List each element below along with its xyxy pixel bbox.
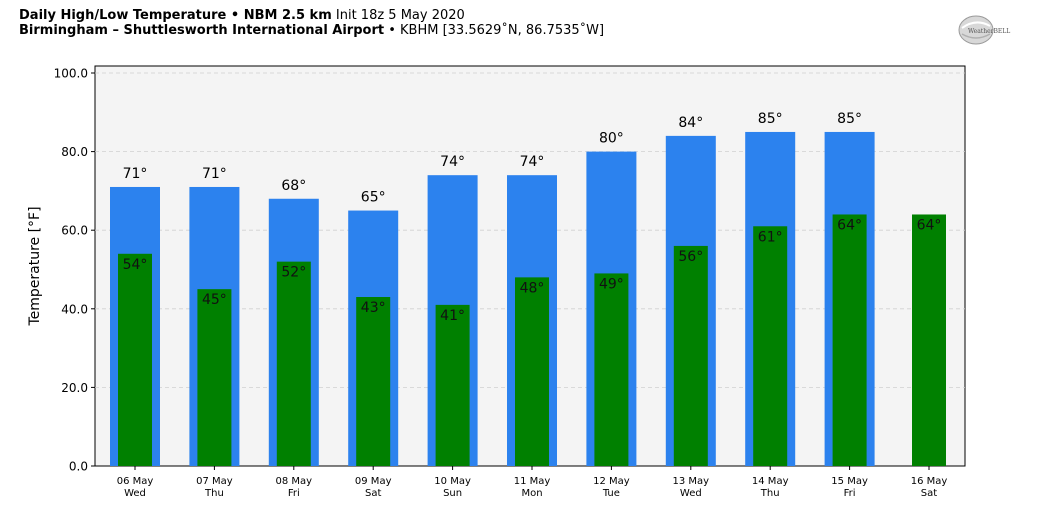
x-tick-label-date: 07 May [196, 476, 233, 487]
y-axis: 0.0 20.0 40.0 60.0 80.0 100.0 [54, 67, 95, 474]
low-bar [118, 253, 152, 466]
x-tick-label-weekday: Sun [443, 488, 462, 499]
y-tick-label: 40.0 [61, 302, 88, 316]
low-label: 43° [361, 300, 386, 316]
chart-title: Daily High/Low Temperature • NBM 2.5 km [19, 8, 332, 23]
x-tick-label-date: 12 May [593, 476, 630, 487]
low-label: 41° [440, 308, 465, 324]
low-bar [594, 273, 629, 466]
low-label: 52° [281, 265, 306, 281]
y-tick-label: 0.0 [69, 460, 88, 474]
low-bar [197, 289, 232, 466]
low-bars [118, 214, 946, 466]
init-time: Init 18z 5 May 2020 [331, 8, 465, 23]
low-bar [276, 261, 311, 466]
title-line: Daily High/Low Temperature • NBM 2.5 km … [19, 8, 604, 23]
high-label: 65° [361, 190, 386, 206]
x-tick-label-weekday: Wed [680, 488, 702, 499]
high-label: 68° [281, 178, 306, 194]
x-tick-label-weekday: Tue [602, 488, 620, 499]
high-label: 71° [202, 166, 227, 182]
x-tick-label-weekday: Thu [760, 488, 780, 499]
high-label: 85° [837, 111, 862, 127]
high-label: 74° [520, 154, 545, 170]
y-tick-label: 60.0 [61, 224, 88, 238]
low-bar [912, 214, 946, 466]
x-tick-label-date: 15 May [831, 476, 868, 487]
bar-labels: 71° 54° 71° 45° 68° 52° 65° 43° 74° 41° 74° 48° 80° 4… [123, 111, 942, 324]
low-label: 64° [837, 217, 862, 233]
x-tick-label-date: 06 May [117, 476, 154, 487]
chart-header: Daily High/Low Temperature • NBM 2.5 km … [19, 8, 604, 38]
low-bar [356, 297, 391, 466]
low-label: 56° [678, 249, 703, 265]
low-bar [515, 277, 549, 466]
low-bar [435, 304, 470, 466]
x-tick-label-date: 13 May [673, 476, 710, 487]
x-tick-label-weekday: Fri [844, 488, 856, 499]
x-tick-label-weekday: Wed [124, 488, 146, 499]
low-label: 49° [599, 276, 624, 292]
low-bar [673, 245, 708, 466]
location-line: Birmingham – Shuttlesworth International… [19, 23, 604, 38]
low-bar [832, 214, 867, 466]
low-label: 48° [520, 280, 545, 296]
y-tick-label: 80.0 [61, 145, 88, 159]
station-coordinates: • KBHM [33.5629˚N, 86.7535˚W] [384, 23, 605, 38]
y-tick-label: 100.0 [54, 67, 88, 81]
high-label: 74° [440, 154, 465, 170]
high-label: 84° [678, 115, 703, 131]
x-tick-label-date: 14 May [752, 476, 789, 487]
low-label: 61° [758, 229, 783, 245]
x-tick-label-weekday: Sat [365, 488, 381, 499]
logo-text: WeatherBELL [968, 28, 1010, 35]
x-tick-label-date: 16 May [911, 476, 948, 487]
low-bar [753, 226, 788, 466]
x-tick-label-date: 09 May [355, 476, 392, 487]
x-tick-label-date: 11 May [514, 476, 551, 487]
x-tick-label-weekday: Mon [521, 488, 542, 499]
high-label: 71° [123, 166, 148, 182]
x-tick-label-weekday: Thu [204, 488, 224, 499]
high-label: 80° [599, 131, 624, 147]
x-tick-label-weekday: Sat [921, 488, 937, 499]
x-tick-label-weekday: Fri [288, 488, 300, 499]
low-label: 45° [202, 292, 227, 308]
low-label: 54° [123, 257, 148, 273]
station-name: Birmingham – Shuttlesworth International… [19, 23, 385, 38]
weatherbell-logo: WeatherBELL [958, 15, 1010, 45]
x-tick-label-date: 08 May [276, 476, 313, 487]
high-label: 85° [758, 111, 783, 127]
y-tick-label: 20.0 [61, 381, 88, 395]
y-axis-label: Temperature [°F] [27, 206, 43, 326]
low-label: 64° [917, 217, 942, 233]
x-tick-label-date: 10 May [434, 476, 471, 487]
